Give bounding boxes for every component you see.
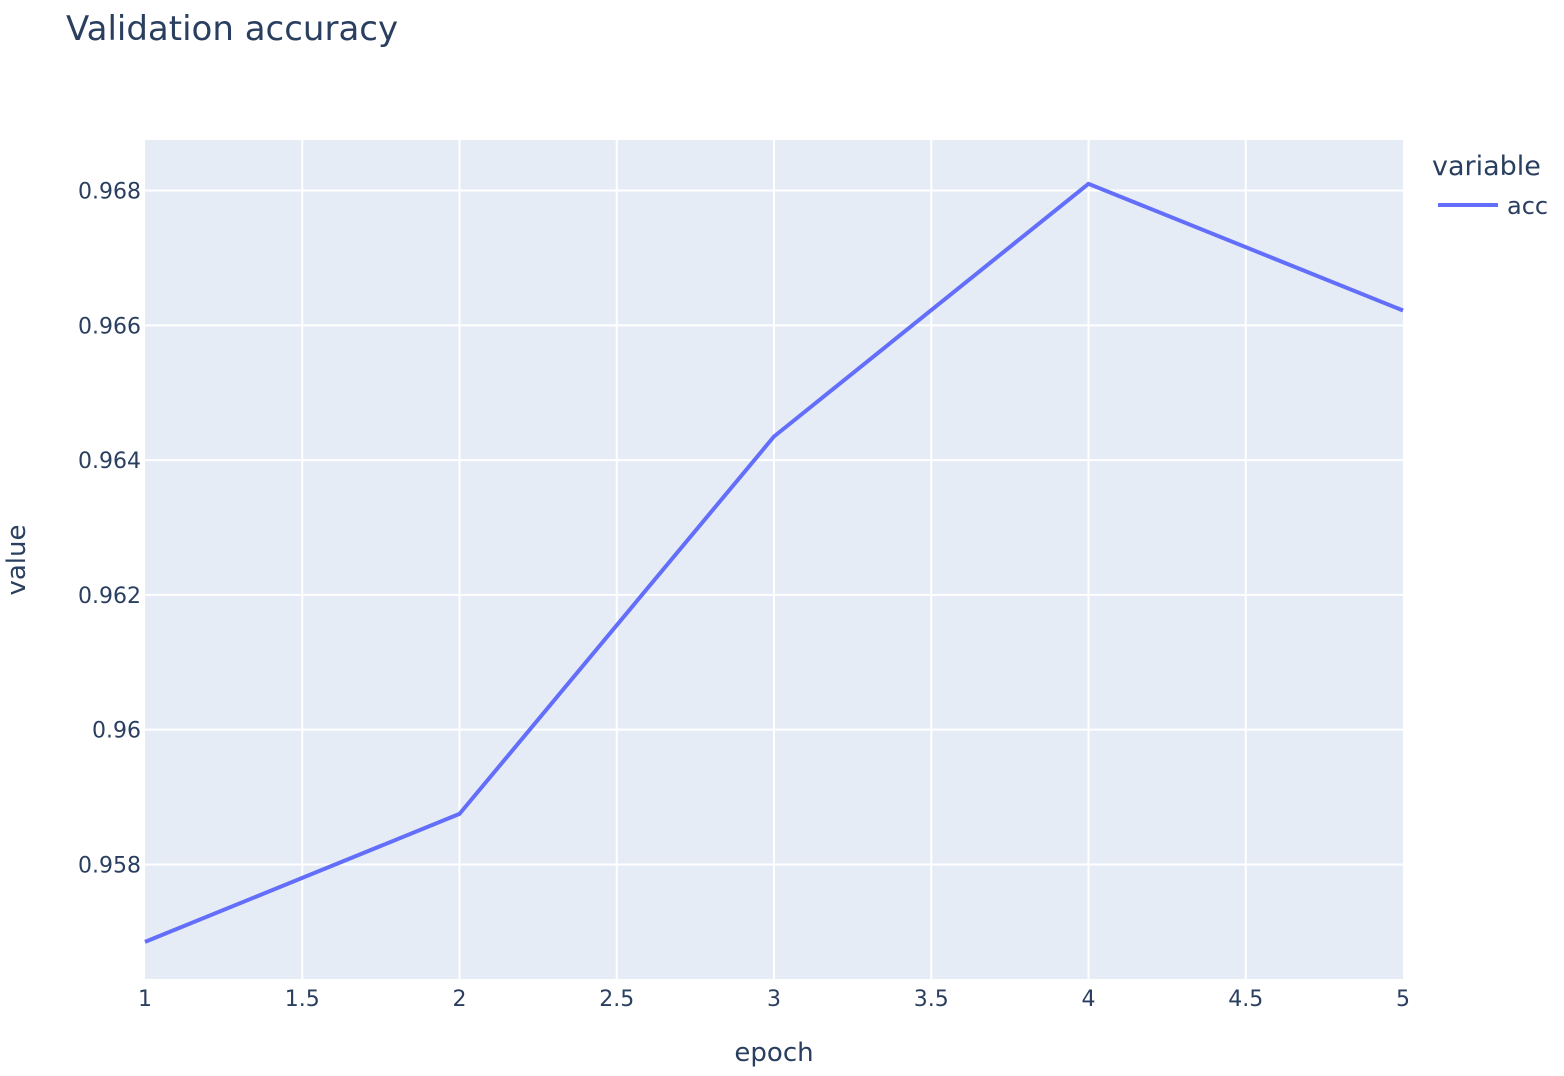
x-tick-label: 3	[767, 987, 781, 1012]
y-axis-label: value	[2, 524, 32, 595]
y-tick-label: 0.966	[78, 314, 141, 339]
x-tick-label: 3.5	[914, 987, 949, 1012]
legend[interactable]: variable acc	[1432, 151, 1548, 220]
x-tick-label: 4	[1082, 987, 1096, 1012]
chart-title: Validation accuracy	[66, 9, 398, 49]
y-tick-label: 0.958	[78, 853, 141, 878]
y-tick-label: 0.962	[78, 584, 141, 609]
y-tick-labels: 0.958 0.96 0.962 0.964 0.966 0.968	[78, 180, 141, 879]
y-tick-label: 0.96	[92, 719, 141, 744]
series-layer	[144, 181, 1404, 944]
x-tick-label: 1.5	[285, 987, 320, 1012]
x-tick-labels: 1 1.5 2 2.5 3 3.5 4 4.5 5	[138, 987, 1410, 1012]
x-gridlines	[301, 140, 1247, 979]
x-tick-label: 2.5	[599, 987, 634, 1012]
y-tick-label: 0.964	[78, 449, 141, 474]
x-tick-label: 1	[138, 987, 152, 1012]
x-tick-label: 4.5	[1228, 987, 1263, 1012]
x-axis-label: epoch	[734, 1038, 813, 1068]
legend-title: variable	[1432, 151, 1541, 182]
series-line-acc[interactable]	[144, 181, 1404, 944]
y-tick-label: 0.968	[78, 180, 141, 205]
legend-item-acc: acc	[1507, 192, 1548, 220]
x-tick-label: 5	[1396, 987, 1410, 1012]
x-tick-label: 2	[453, 987, 467, 1012]
